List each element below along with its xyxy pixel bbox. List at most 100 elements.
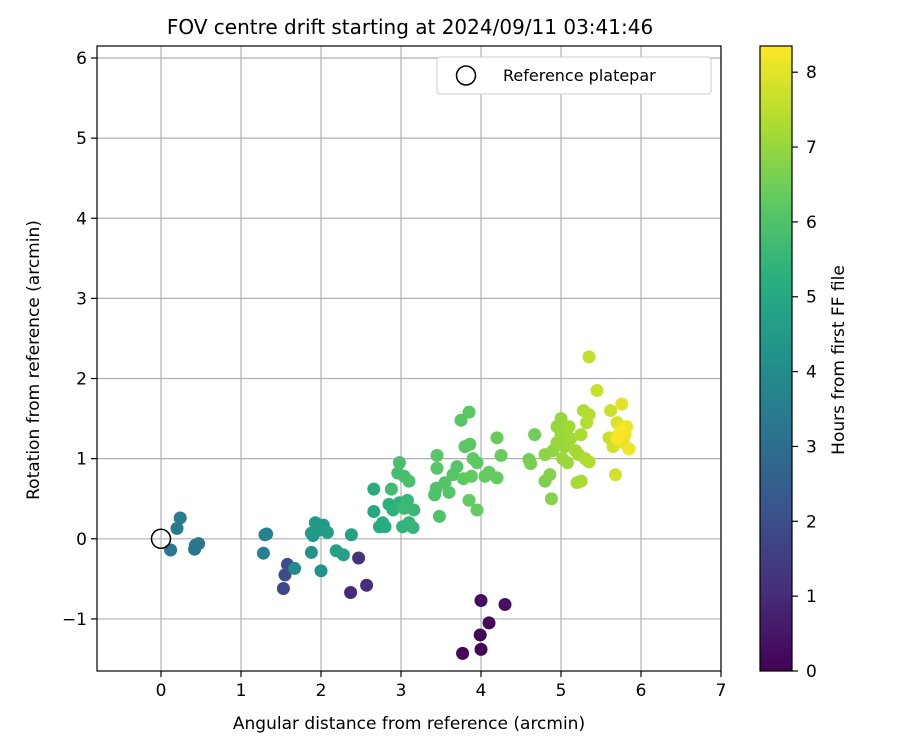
- scatter-point: [392, 456, 406, 470]
- y-tick-label: 6: [76, 49, 87, 69]
- colorbar-gradient: [759, 45, 793, 672]
- scatter-point: [304, 526, 318, 540]
- scatter-point: [456, 646, 470, 660]
- scatter-point: [344, 528, 358, 542]
- scatter-point: [320, 525, 334, 539]
- scatter-point: [450, 460, 464, 474]
- colorbar-label: Hours from first FF file: [829, 265, 849, 455]
- scatter-point: [498, 597, 512, 611]
- y-tick-label: 3: [76, 289, 87, 309]
- scatter-point: [256, 546, 270, 560]
- scatter-point: [582, 350, 596, 364]
- scatter-point: [454, 413, 468, 427]
- colorbar-tick-label: 1: [806, 587, 817, 607]
- scatter-point: [384, 482, 398, 496]
- scatter-point: [524, 456, 538, 470]
- y-tick-label: 5: [76, 129, 87, 149]
- x-tick-label: 6: [636, 681, 647, 701]
- scatter-point: [397, 501, 411, 515]
- scatter-point: [554, 412, 568, 426]
- colorbar-tick-label: 5: [806, 288, 817, 308]
- scatter-point: [470, 456, 484, 470]
- grid: [97, 46, 722, 671]
- x-axis-ticks: 0 1 2 3 4 5 6 7: [156, 671, 727, 701]
- scatter-point: [615, 397, 629, 411]
- scatter-point: [604, 404, 618, 418]
- scatter-point: [367, 505, 381, 519]
- scatter-point: [173, 511, 187, 525]
- scatter-point: [442, 485, 456, 499]
- legend-box: [436, 56, 712, 95]
- scatter-point: [464, 469, 478, 483]
- y-tick-label: 0: [76, 530, 87, 550]
- scatter-point: [278, 568, 292, 582]
- scatter-points: [164, 350, 636, 660]
- x-tick-label: 5: [556, 681, 567, 701]
- scatter-point: [574, 428, 588, 442]
- chart-title: FOV centre drift starting at 2024/09/11 …: [167, 15, 653, 39]
- plot-frame: [96, 45, 722, 672]
- scatter-point: [482, 616, 496, 630]
- scatter-point: [304, 545, 318, 559]
- legend: Reference platepar: [436, 56, 712, 95]
- y-tick-label: 2: [76, 370, 87, 390]
- scatter-point: [490, 431, 504, 445]
- x-tick-label: 0: [156, 681, 167, 701]
- scatter-point: [564, 432, 578, 446]
- scatter-point: [430, 461, 444, 475]
- y-tick-label: 4: [76, 209, 87, 229]
- scatter-point: [288, 561, 302, 575]
- legend-marker: [455, 65, 477, 86]
- scatter-point: [560, 456, 574, 470]
- scatter-point: [473, 628, 487, 642]
- colorbar-tick-label: 4: [806, 363, 817, 383]
- scatter-point: [188, 538, 202, 552]
- scatter-point: [170, 521, 184, 535]
- scatter-point: [590, 384, 604, 398]
- scatter-point: [490, 471, 504, 485]
- scatter-point: [580, 416, 594, 430]
- x-tick-label: 1: [236, 681, 247, 701]
- scatter-point: [543, 468, 557, 482]
- legend-label: Reference platepar: [503, 66, 656, 85]
- colorbar-tick-label: 0: [806, 662, 817, 682]
- y-tick-label: 1: [76, 450, 87, 470]
- scatter-point: [376, 516, 390, 530]
- x-tick-label: 3: [396, 681, 407, 701]
- scatter-point: [574, 474, 588, 488]
- scatter-point: [494, 448, 508, 462]
- scatter-point: [314, 564, 328, 578]
- reference-marker: [150, 528, 172, 550]
- scatter-point: [474, 593, 488, 607]
- colorbar-tick-label: 6: [806, 213, 817, 233]
- scatter-point: [474, 642, 488, 656]
- scatter-point: [582, 455, 596, 469]
- colorbar-tick-label: 3: [806, 437, 817, 457]
- x-tick-label: 4: [476, 681, 487, 701]
- scatter-point: [406, 521, 420, 535]
- scatter-point: [360, 578, 374, 592]
- scatter-point: [470, 503, 484, 517]
- scatter-point: [432, 509, 446, 523]
- scatter-point: [608, 468, 622, 482]
- x-tick-label: 2: [316, 681, 327, 701]
- colorbar: 0 1 2 3 4 5 6 7 8 Hours from first FF file: [759, 45, 849, 682]
- scatter-point: [407, 503, 421, 517]
- scatter-point: [462, 493, 476, 507]
- colorbar-ticks: 0 1 2 3 4 5 6 7 8: [792, 63, 817, 682]
- y-tick-label: −1: [62, 610, 87, 630]
- scatter-point: [430, 448, 444, 462]
- y-axis-ticks: −1 0 1 2 3 4 5 6: [62, 49, 97, 630]
- scatter-point: [367, 482, 381, 496]
- scatter-point: [402, 474, 416, 488]
- scatter-point: [528, 428, 542, 442]
- colorbar-tick-label: 2: [806, 512, 817, 532]
- x-axis-label: Angular distance from reference (arcmin): [233, 714, 585, 734]
- scatter-point: [614, 424, 628, 438]
- y-axis-label: Rotation from reference (arcmin): [24, 220, 44, 500]
- scatter-point: [562, 420, 576, 434]
- x-tick-label: 7: [716, 681, 727, 701]
- scatter-point: [352, 551, 366, 565]
- colorbar-tick-label: 7: [806, 138, 817, 158]
